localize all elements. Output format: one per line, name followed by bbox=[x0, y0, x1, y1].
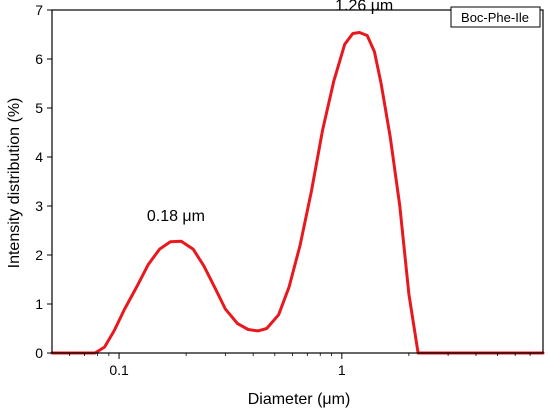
x-tick-label: 1 bbox=[338, 362, 346, 378]
legend-frame bbox=[450, 6, 541, 28]
y-tick-label: 7 bbox=[35, 2, 43, 18]
x-axis-title: Diameter (μm) bbox=[248, 391, 351, 408]
plot-frame bbox=[51, 9, 544, 354]
y-tick-label: 4 bbox=[35, 149, 43, 165]
series-line bbox=[50, 31, 545, 355]
y-tick-label: 3 bbox=[35, 198, 43, 214]
y-tick-label: 2 bbox=[35, 247, 43, 263]
legend-label: Boc-Phe-Ile bbox=[461, 10, 529, 25]
y-tick-label: 5 bbox=[35, 100, 43, 116]
peak-annotation: 1.26 μm bbox=[335, 0, 393, 14]
y-tick-label: 6 bbox=[35, 51, 43, 67]
y-axis-title: Intensity distribution (%) bbox=[6, 98, 23, 269]
y-tick-label: 0 bbox=[35, 345, 43, 361]
y-tick-label: 1 bbox=[35, 296, 43, 312]
axes: 0 1 2 3 4 5 6 7 0.1 1 bbox=[35, 2, 544, 378]
x-tick-label: 0.1 bbox=[109, 362, 129, 378]
plot-area: 0.18 μm 1.26 μm bbox=[50, 0, 545, 355]
legend: Boc-Phe-Ile bbox=[450, 6, 541, 28]
peak-annotation: 0.18 μm bbox=[147, 208, 205, 225]
